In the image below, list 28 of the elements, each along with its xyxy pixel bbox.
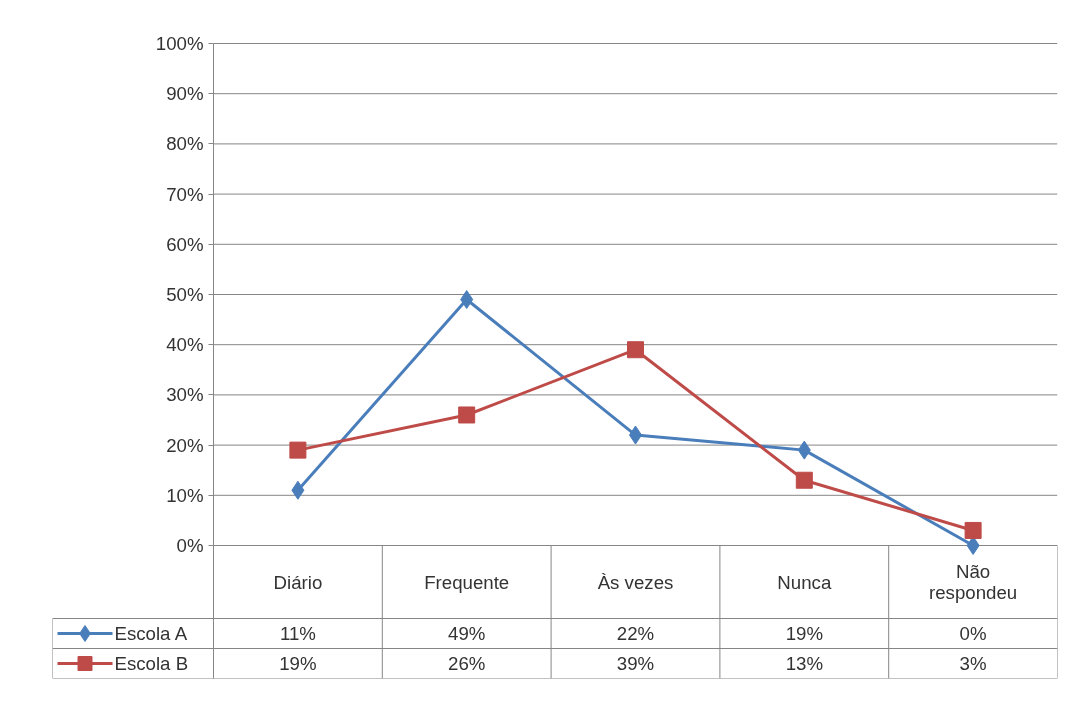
- y-tick-label: 70%: [166, 183, 204, 205]
- y-tick-label: 60%: [166, 233, 204, 255]
- y-tick-label: 20%: [166, 434, 204, 456]
- data-label: 19%: [785, 623, 823, 644]
- data-label: 39%: [616, 653, 655, 674]
- data-label: 11%: [279, 623, 316, 644]
- data-label: 19%: [279, 653, 317, 674]
- x-tick-label: Não respondeu: [929, 561, 1018, 603]
- y-tick-label: 90%: [166, 83, 204, 105]
- data-label: 0%: [959, 623, 987, 644]
- data-label: 22%: [616, 623, 655, 644]
- legend-label: Escola A: [114, 623, 188, 644]
- data-label: 49%: [448, 623, 486, 644]
- data-label: 26%: [448, 653, 486, 674]
- y-tick-label: 0%: [176, 535, 204, 556]
- x-tick-label: Diário: [273, 571, 323, 593]
- x-tick-label: Nunca: [777, 571, 832, 593]
- legend-label: Escola B: [114, 653, 189, 674]
- y-tick-label: 100%: [155, 33, 204, 54]
- x-tick-label: Às vezes: [597, 571, 674, 593]
- y-tick-label: 30%: [166, 384, 204, 406]
- x-tick-label: Frequente: [424, 571, 510, 593]
- data-label: 3%: [959, 653, 987, 674]
- y-tick-label: 10%: [166, 484, 204, 506]
- data-label: 13%: [785, 653, 823, 674]
- y-tick-label: 80%: [166, 133, 204, 155]
- y-tick-label: 50%: [166, 284, 204, 305]
- y-tick-label: 40%: [166, 334, 204, 356]
